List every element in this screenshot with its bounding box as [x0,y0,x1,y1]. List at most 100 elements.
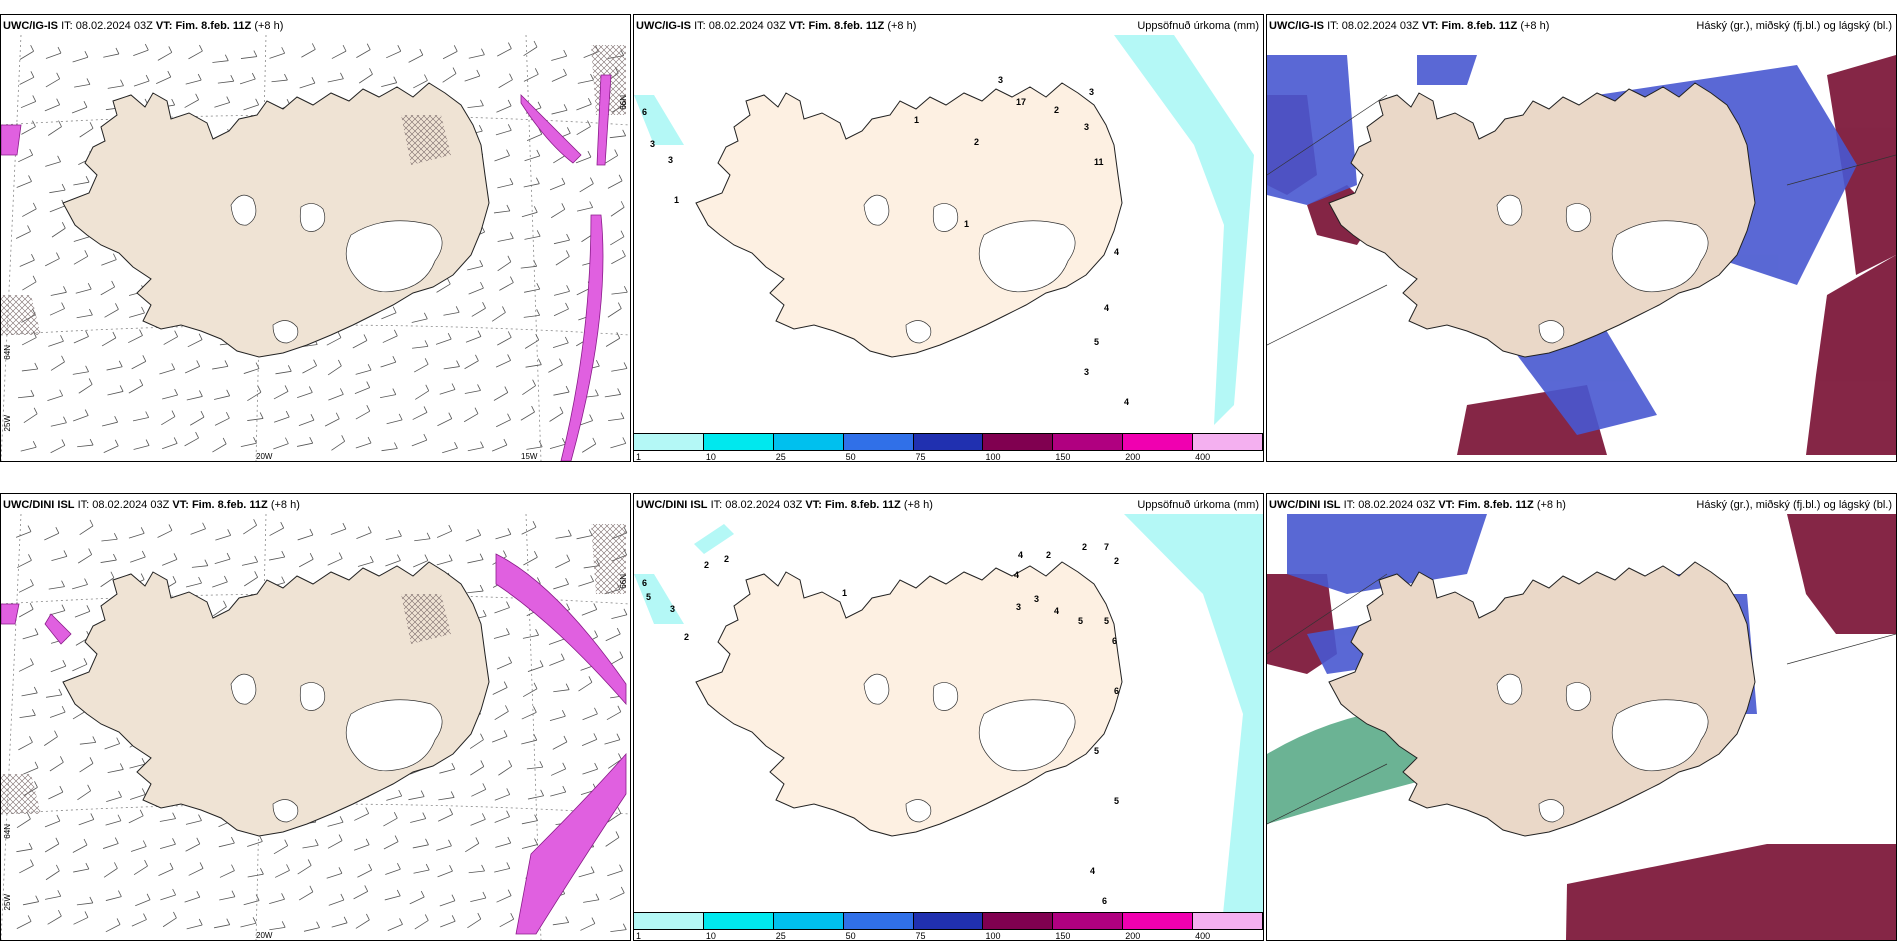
wind-barb-flag [622,437,627,444]
wind-barb [553,583,569,590]
cloud-map [1267,514,1896,940]
wind-barb [436,560,453,566]
colorbar-cell [703,913,774,929]
wind-barb [19,865,34,874]
wind-barb-flag [32,275,37,283]
wind-barb-flag [534,68,539,75]
wind-barb-flag [620,412,625,419]
wind-map [1,35,630,461]
wind-barb [525,364,542,368]
wind-barb [493,392,508,401]
wind-barb-flag [144,43,149,51]
wind-barb-flag [316,921,320,928]
wind-barb [467,105,484,109]
wind-barb [218,842,235,848]
wind-barb-flag [506,862,511,869]
colorbar-cells [634,912,1263,930]
wind-barb [436,283,451,293]
wind-barb [555,256,570,266]
wind-barb [16,560,32,568]
wind-barb-flag [59,756,64,763]
wind-barb-flag [533,260,538,267]
wind-barb [522,385,536,395]
colorbar-cell [773,434,844,450]
panel-title: UWC/IG-IS IT: 08.02.2024 03Z VT: Fim. 8.… [3,20,284,32]
colorbar-label: 75 [915,931,926,941]
wind-barb [496,895,512,903]
wind-barb-flag [566,554,571,561]
wind-barb-flag [89,122,94,129]
wind-barb [576,126,591,136]
wind-barb [49,189,66,194]
wind-barb-flag [287,365,292,372]
wind-barb [526,766,543,770]
wind-barb-flag [507,255,512,263]
colorbar-cell [983,434,1054,450]
wind-barb-flag [616,627,621,635]
wind-barb [243,368,260,374]
wind-barb-flag [196,837,201,845]
wind-barb [104,309,119,318]
wind-barb-flag [448,554,453,561]
wind-barb [212,443,227,453]
wind-barb [274,870,290,878]
precip-label: 4 [1018,550,1023,560]
wind-barb [382,335,398,343]
wind-barb-flag [281,921,286,928]
wind-barb-flag [476,69,481,77]
colorbar-label: 150 [1055,452,1071,462]
wind-barb [50,361,65,371]
wind-barb [106,366,123,371]
wind-barb [160,894,176,901]
wind-barb-flag [63,416,67,423]
wind-barb-flag [595,893,600,900]
wind-barb-flag [141,306,145,314]
precip-label: 2 [974,137,979,147]
wind-barb-flag [83,838,88,846]
precip-label: 2 [1046,550,1051,560]
wind-barb-flag [32,202,37,210]
precip-label: 4 [1090,866,1095,876]
wind-barb-flag [561,203,566,210]
wind-barb-flag [195,431,199,439]
wind-barb-flag [617,302,622,309]
wind-barb-flag [480,733,484,740]
wind-barb-flag [537,101,542,108]
wind-barb-flag [116,918,121,925]
wind-barb-flag [253,437,257,444]
wind-barb-flag [532,521,537,528]
wind-barb-flag [595,389,599,396]
wind-barb [526,446,543,450]
wind-barb-flag [224,360,229,367]
wind-barb [442,447,458,454]
iceland-coastline [695,561,1123,837]
wind-barb [22,281,37,291]
wind-barb [271,79,288,83]
wind-barb-flag [506,788,511,795]
wind-barb-flag [83,101,88,108]
wind-barb-flag [84,250,89,257]
wind-barb [383,817,398,827]
wind-barb [386,795,402,801]
wind-barb [387,924,403,932]
wind-barb [77,554,92,564]
wind-barb-flag [397,45,402,52]
wind-barb-flag [258,835,263,842]
precip-label: 3 [998,75,1003,85]
wind-barb [103,868,118,878]
wind-barb [494,794,510,801]
wind-barb [76,314,93,319]
precip-band [560,214,604,461]
wind-barb [23,413,38,424]
wind-barb-flag [27,525,32,532]
wind-barb-flag [366,913,370,921]
cloud-region [1287,514,1487,594]
wind-barb-flag [335,412,340,419]
wind-barb-flag [507,889,512,896]
wind-barb [381,448,398,452]
wind-barb-flag [618,174,623,182]
wind-barb-flag [199,390,203,397]
wind-barb-flag [30,389,35,397]
colorbar-cell [1053,913,1124,929]
